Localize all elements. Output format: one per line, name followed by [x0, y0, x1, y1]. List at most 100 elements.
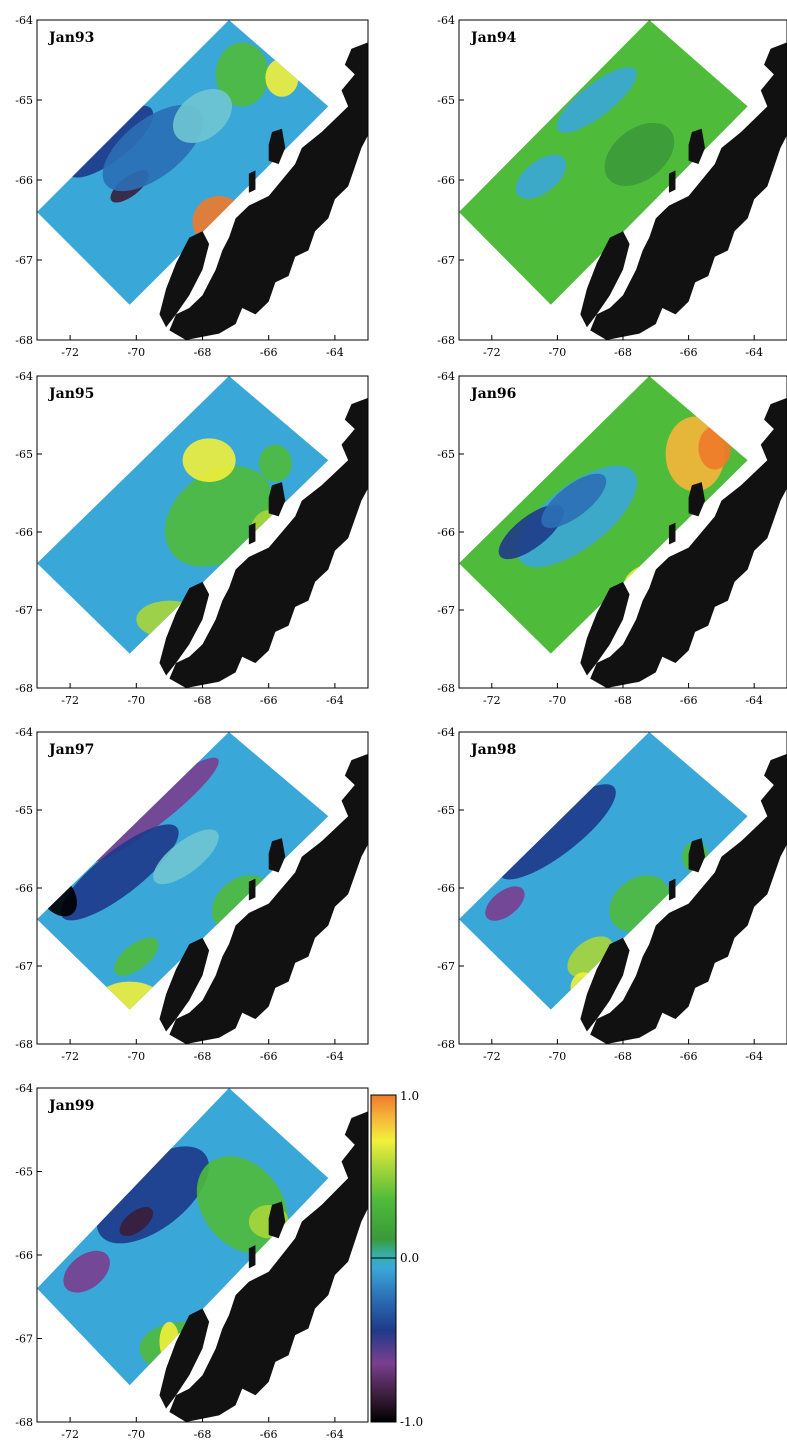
map-panel-jan98: Jan98 -72 -70 -68 -66 -64 -64 -65 -66 -67 -68: [437, 726, 787, 1063]
x-tick-label: -72: [61, 1428, 79, 1441]
y-tick-label: -64: [15, 370, 33, 383]
field-patch: [215, 42, 269, 107]
island-land: [632, 301, 656, 328]
x-tick-label: -72: [483, 346, 501, 359]
x-tick-label: -70: [549, 694, 567, 707]
y-tick-label: -66: [437, 174, 455, 187]
island-land: [632, 1006, 656, 1032]
x-tick-label: -68: [194, 1428, 212, 1441]
antarctic-peninsula-land: [169, 1111, 368, 1422]
colorbar-max-label: 1.0: [400, 1089, 419, 1103]
x-tick-label: -68: [194, 346, 212, 359]
y-tick-label: -68: [15, 1416, 33, 1429]
island-land: [632, 650, 656, 676]
x-tick-label: -70: [127, 346, 145, 359]
island-land: [268, 482, 286, 517]
x-tick-label: -66: [260, 346, 278, 359]
island-land: [212, 650, 236, 676]
y-tick-label: -66: [437, 526, 455, 539]
y-tick-label: -65: [15, 1166, 33, 1179]
panel-label: Jan95: [47, 386, 94, 402]
island-land: [688, 482, 705, 517]
y-tick-label: -68: [15, 1038, 33, 1051]
y-tick-label: -64: [15, 726, 33, 739]
map-panel-jan95: Jan95 -72 -70 -68 -66 -64 -64 -65 -66 -67 -68: [15, 370, 369, 707]
panel-label: Jan98: [469, 742, 516, 758]
island-land: [159, 937, 210, 1032]
field-patch: [265, 58, 299, 97]
field-patch: [119, 1207, 154, 1237]
field-patch: [485, 886, 525, 921]
y-tick-label: -68: [15, 334, 33, 347]
field-patch: [114, 937, 159, 976]
y-tick-label: -66: [15, 882, 33, 895]
y-tick-label: -65: [437, 448, 455, 461]
panel-label: Jan94: [469, 30, 517, 46]
y-tick-label: -68: [437, 1038, 455, 1051]
field-patch: [698, 425, 732, 470]
y-tick-label: -65: [15, 804, 33, 817]
y-tick-label: -67: [437, 960, 455, 973]
island-land: [580, 581, 630, 676]
x-tick-label: -72: [61, 1050, 79, 1063]
field-patch: [541, 473, 607, 528]
island-land: [248, 1244, 256, 1269]
antarctic-peninsula-land: [169, 397, 368, 688]
x-tick-label: -66: [680, 1050, 698, 1063]
antarctic-peninsula-land: [590, 753, 787, 1044]
colorbar-mid-label: 0.0: [400, 1251, 419, 1265]
island-land: [212, 1381, 236, 1409]
y-tick-label: -68: [15, 682, 33, 695]
y-tick-label: -67: [437, 604, 455, 617]
island-land: [268, 128, 286, 164]
x-tick-label: -64: [326, 346, 344, 359]
island-land: [668, 170, 676, 193]
y-tick-label: -64: [437, 726, 455, 739]
y-tick-label: -66: [15, 1249, 33, 1262]
y-tick-label: -67: [15, 1333, 33, 1346]
antarctic-peninsula-land: [590, 42, 787, 341]
island-land: [248, 878, 256, 901]
colorbar: 1.0 0.0 -1.0: [370, 1089, 423, 1429]
y-tick-label: -68: [437, 334, 455, 347]
x-tick-label: -64: [326, 1428, 344, 1441]
x-tick-label: -72: [61, 694, 79, 707]
island-land: [248, 170, 256, 193]
x-tick-label: -72: [483, 1050, 501, 1063]
x-tick-label: -68: [614, 694, 632, 707]
y-tick-label: -66: [437, 882, 455, 895]
island-land: [688, 128, 705, 164]
x-tick-label: -66: [260, 1428, 278, 1441]
y-tick-label: -67: [437, 254, 455, 267]
field-patch: [99, 981, 160, 1010]
field-patch: [153, 829, 219, 885]
y-tick-label: -64: [437, 370, 455, 383]
map-panel-jan99: Jan99 -72 -70 -68 -66 -64 -64 -65 -66 -67 -68: [15, 1082, 369, 1441]
x-tick-label: -68: [194, 694, 212, 707]
y-tick-label: -68: [437, 682, 455, 695]
field-patch: [63, 1250, 110, 1293]
x-tick-label: -68: [194, 1050, 212, 1063]
field-patch: [498, 784, 616, 880]
island-land: [268, 838, 286, 873]
x-tick-label: -64: [326, 694, 344, 707]
panel-label: Jan99: [47, 1098, 94, 1114]
y-tick-label: -64: [437, 14, 455, 27]
island-land: [580, 937, 630, 1032]
x-tick-label: -70: [127, 1428, 145, 1441]
x-tick-label: -64: [745, 1050, 763, 1063]
map-panel-jan94: Jan94 -72 -70 -68 -66 -64 -64 -65 -66 -67 -68: [437, 14, 787, 359]
x-tick-label: -64: [745, 346, 763, 359]
x-tick-label: -68: [614, 1050, 632, 1063]
island-land: [688, 838, 705, 873]
x-tick-label: -70: [127, 694, 145, 707]
y-tick-label: -65: [437, 94, 455, 107]
panel-label: Jan97: [47, 742, 94, 758]
field-patch: [162, 1260, 210, 1303]
field-patch: [172, 89, 233, 143]
x-tick-label: -66: [260, 1050, 278, 1063]
field-patch: [556, 67, 637, 133]
x-tick-label: -70: [127, 1050, 145, 1063]
island-land: [668, 522, 676, 545]
x-tick-label: -72: [61, 346, 79, 359]
